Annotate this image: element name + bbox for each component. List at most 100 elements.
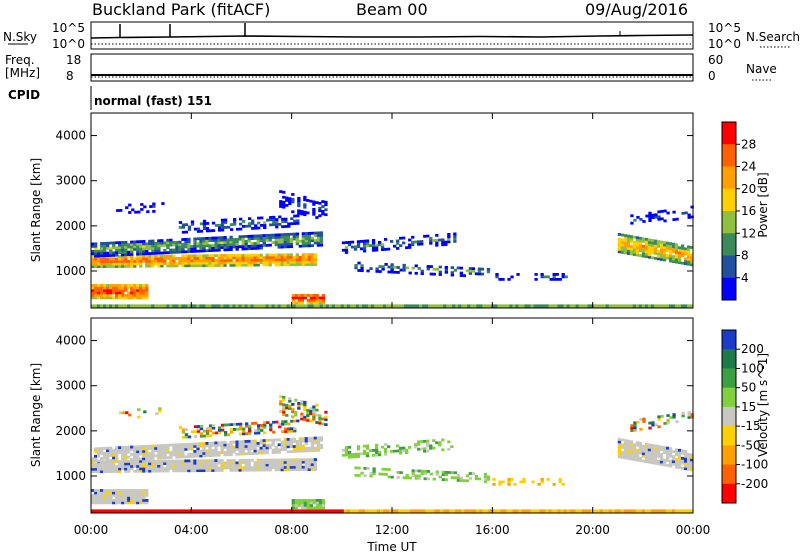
ground-scatter-cell — [340, 509, 345, 514]
backscatter-cell — [459, 274, 464, 277]
backscatter-cell — [623, 446, 628, 450]
backscatter-cell — [294, 398, 298, 402]
backscatter-cell — [295, 449, 299, 453]
ground-scatter-cell — [196, 509, 200, 514]
backscatter-cell — [297, 301, 301, 305]
backscatter-cell — [241, 247, 245, 251]
backscatter-cell — [644, 237, 649, 241]
backscatter-cell — [226, 453, 230, 457]
ground-scatter-cell — [253, 304, 257, 309]
backscatter-cell — [112, 470, 116, 473]
ground-scatter-cell — [662, 509, 667, 514]
backscatter-cell — [145, 284, 149, 287]
backscatter-cell — [632, 253, 637, 256]
backscatter-cell — [121, 491, 125, 495]
backscatter-cell — [91, 265, 95, 269]
backscatter-cell — [309, 499, 314, 502]
backscatter-cell — [172, 443, 176, 447]
ground-scatter-cell — [106, 304, 110, 309]
freq-strip-frame — [90, 53, 694, 82]
backscatter-cell — [133, 247, 137, 251]
backscatter-cell — [318, 503, 323, 507]
ground-scatter-cell — [181, 304, 185, 309]
backscatter-cell — [262, 239, 266, 242]
backscatter-cell — [124, 501, 128, 505]
ground-scatter-cell — [115, 509, 119, 514]
backscatter-cell — [202, 259, 206, 263]
ground-scatter-cell — [677, 509, 682, 514]
backscatter-cell — [172, 446, 176, 449]
backscatter-cell — [629, 252, 634, 256]
backscatter-cell — [286, 440, 290, 444]
backscatter-cell — [196, 227, 201, 231]
backscatter-cell — [166, 467, 170, 470]
backscatter-cell — [214, 459, 218, 462]
backscatter-cell — [313, 241, 318, 245]
backscatter-cell — [315, 216, 319, 219]
ground-scatter-cell — [385, 304, 390, 309]
backscatter-cell — [301, 465, 306, 469]
backscatter-cell — [310, 239, 315, 243]
backscatter-cell — [295, 260, 299, 264]
backscatter-cell — [274, 466, 278, 469]
backscatter-cell — [369, 267, 373, 270]
backscatter-cell — [292, 465, 296, 469]
backscatter-cell — [319, 446, 324, 450]
backscatter-cell — [295, 237, 299, 241]
ground-scatter-cell — [235, 509, 239, 514]
backscatter-cell — [178, 240, 182, 244]
backscatter-cell — [304, 232, 309, 235]
backscatter-cell — [91, 462, 95, 466]
ground-scatter-cell — [142, 509, 146, 514]
backscatter-cell — [377, 453, 382, 457]
backscatter-cell — [247, 447, 251, 451]
backscatter-cell — [277, 243, 281, 247]
backscatter-cell — [321, 301, 326, 305]
backscatter-cell — [184, 254, 188, 258]
backscatter-cell — [278, 215, 282, 219]
backscatter-cell — [632, 453, 637, 456]
backscatter-cell — [109, 291, 113, 295]
backscatter-cell — [241, 461, 245, 465]
backscatter-cell — [241, 237, 245, 241]
backscatter-cell — [94, 265, 98, 269]
backscatter-cell — [91, 296, 95, 300]
colorbar-segment — [722, 483, 736, 504]
backscatter-cell — [657, 415, 661, 419]
backscatter-cell — [262, 461, 266, 464]
backscatter-cell — [429, 239, 433, 243]
backscatter-cell — [660, 415, 664, 418]
backscatter-cell — [196, 454, 200, 458]
backscatter-cell — [244, 445, 248, 448]
ground-scatter-cell — [172, 304, 176, 309]
backscatter-cell — [217, 461, 221, 465]
backscatter-cell — [151, 454, 155, 458]
backscatter-cell — [303, 205, 307, 209]
backscatter-cell — [289, 468, 293, 472]
backscatter-cell — [426, 470, 430, 473]
backscatter-cell — [187, 461, 191, 465]
backscatter-cell — [112, 286, 116, 290]
backscatter-cell — [289, 442, 293, 446]
backscatter-cell — [654, 423, 658, 427]
backscatter-cell — [100, 257, 104, 261]
backscatter-cell — [277, 468, 281, 472]
backscatter-cell — [97, 294, 101, 297]
backscatter-cell — [653, 247, 658, 250]
backscatter-cell — [417, 240, 421, 244]
backscatter-cell — [229, 453, 233, 456]
backscatter-cell — [507, 482, 511, 486]
backscatter-cell — [402, 476, 406, 480]
backscatter-cell — [423, 447, 427, 451]
backscatter-cell — [402, 236, 406, 240]
backscatter-cell — [118, 265, 122, 268]
backscatter-cell — [292, 258, 296, 262]
ground-scatter-cell — [172, 509, 176, 514]
backscatter-cell — [139, 296, 143, 300]
backscatter-cell — [304, 234, 309, 238]
backscatter-cell — [626, 249, 631, 253]
backscatter-cell — [211, 469, 215, 472]
backscatter-cell — [238, 263, 242, 267]
backscatter-cell — [115, 448, 119, 452]
